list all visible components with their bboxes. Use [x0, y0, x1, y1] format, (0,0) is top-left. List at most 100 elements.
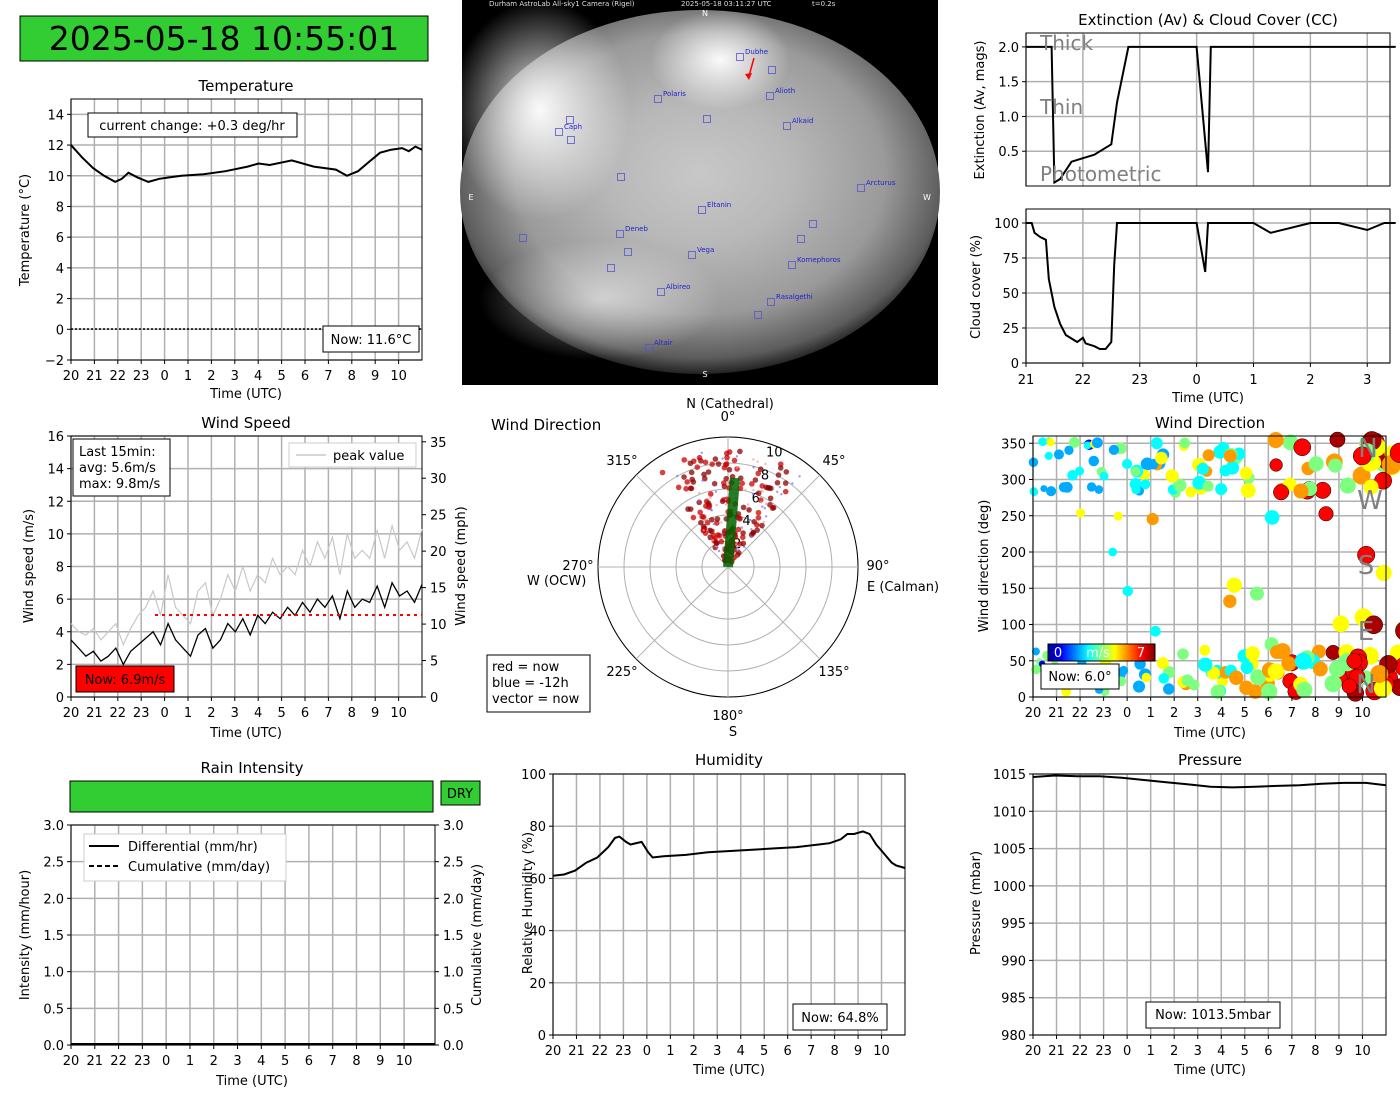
rain-legend-differential: Differential (mm/hr): [128, 840, 258, 855]
polar-point: [753, 522, 760, 528]
wind-direction-point: [1332, 615, 1350, 633]
y-tick-label: 0: [56, 323, 64, 338]
polar-point: [755, 490, 762, 497]
x-tick-label: 21: [1048, 706, 1065, 721]
wind-direction-point: [1249, 586, 1264, 601]
cloud-cover-ylabel: Cloud cover (%): [969, 235, 984, 339]
polar-point: [701, 471, 707, 478]
y-tick-label: 3.0: [43, 819, 64, 834]
polar-point: [734, 543, 738, 546]
rain-ylabel: Intensity (mm/hour): [18, 870, 33, 1000]
wind-direction-point: [1185, 486, 1197, 498]
polar-point: [698, 519, 704, 526]
humidity-ylabel: Relative Humidity (%): [521, 832, 536, 974]
y-tick-label: 0.5: [998, 145, 1019, 160]
polar-point: [734, 466, 740, 472]
wind-direction-point: [1247, 684, 1263, 699]
y-tick-label: 12: [47, 139, 64, 154]
pressure-now-label: Now: 1013.5mbar: [1155, 1008, 1271, 1023]
polar-point: [701, 479, 704, 482]
wind-speed-stats-line-3: max: 9.8m/s: [79, 477, 161, 492]
x-tick-label: 22: [1075, 373, 1092, 388]
y-tick-label: 2.0: [998, 41, 1019, 56]
x-tick-label: 7: [324, 369, 332, 384]
wind-direction-point: [1329, 431, 1346, 448]
x-tick-label: 7: [807, 1044, 815, 1059]
wind-direction-point: [1250, 669, 1266, 686]
wind-direction-point: [1269, 458, 1283, 472]
wind-direction-point: [1045, 486, 1057, 497]
x-tick-label: 1: [666, 1044, 674, 1059]
y-tick-label: 20: [529, 977, 546, 992]
wind-direction-point: [1308, 456, 1324, 472]
x-tick-label: 5: [760, 1044, 768, 1059]
sky-star-marker: [768, 66, 776, 74]
wind-direction-point: [1223, 594, 1237, 608]
y-tick-label: 0: [538, 1029, 546, 1044]
x-tick-label: 3: [1363, 373, 1371, 388]
polar-point: [763, 507, 767, 510]
polar-point: [700, 451, 704, 454]
y-tick-label: 12: [47, 495, 64, 510]
x-tick-label: 20: [1025, 706, 1042, 721]
wind-direction-point: [1088, 455, 1100, 467]
x-tick-label: 20: [63, 1054, 80, 1069]
x-tick-label: 6: [305, 1054, 313, 1069]
x-tick-label: 4: [257, 1054, 265, 1069]
polar-point: [752, 477, 759, 483]
wind-direction-point: [1158, 673, 1170, 684]
sky-pointer-arrowhead: [745, 73, 752, 80]
sky-star-marker: [616, 230, 624, 238]
wind-speed-legend-label: peak value: [333, 449, 404, 464]
wind-direction-compass-n-bottom: N: [1356, 670, 1375, 700]
x-tick-label: 20: [63, 369, 80, 384]
x-tick-label: 9: [1335, 706, 1343, 721]
polar-point: [675, 484, 682, 491]
polar-point: [685, 506, 691, 512]
humidity-series-line: [552, 830, 906, 877]
polar-point: [740, 526, 744, 529]
polar-point: [770, 504, 777, 511]
polar-angle-0: 0°: [721, 410, 736, 425]
extinction-band-thick: Thick: [1039, 31, 1093, 55]
wind-direction-point: [1261, 683, 1278, 700]
polar-point: [712, 456, 719, 462]
extinction-chart: Extinction (Av) & Cloud Cover (CC) 0.5 1.…: [973, 11, 1396, 187]
humidity-now-box: [792, 1003, 888, 1031]
x-tick-label: 5: [1241, 1044, 1249, 1059]
y-tick-label: 300: [1001, 474, 1026, 489]
sky-pointer-arrow: [748, 57, 755, 77]
x-tick-label: 20: [1025, 1044, 1042, 1059]
wind-direction-point: [1141, 672, 1152, 683]
sky-camera-image: Durham AstroLab All-sky1 Camera (Rigel) …: [450, 0, 940, 385]
wind-direction-point: [1031, 664, 1042, 675]
temperature-annotation: current change: +0.3 deg/hr: [99, 119, 285, 134]
extinction-band-thin: Thin: [1039, 95, 1083, 119]
y-tick-label: 35: [430, 436, 447, 451]
polar-point: [690, 514, 697, 521]
clock-box: [19, 15, 429, 62]
polar-point: [717, 549, 721, 553]
wind-speed-title: Wind Speed: [201, 414, 291, 432]
polar-point: [699, 513, 705, 520]
polar-point: [712, 522, 716, 526]
wind-direction-point: [1122, 585, 1134, 597]
wind-direction-point: [1293, 483, 1309, 499]
wind-direction-point: [1108, 547, 1118, 557]
x-tick-label: 6: [301, 706, 309, 721]
x-tick-label: 21: [86, 369, 103, 384]
polar-angle-135: 135°: [818, 665, 849, 680]
x-tick-label: 3: [713, 1044, 721, 1059]
polar-point: [774, 479, 781, 486]
x-tick-label: 5: [281, 1054, 289, 1069]
polar-point: [755, 514, 762, 521]
y-tick-label: 3.0: [443, 819, 464, 834]
sky-star-marker: [857, 184, 865, 192]
x-tick-label: 7: [329, 1054, 337, 1069]
wind-direction-point: [1076, 508, 1086, 518]
wind-direction-point: [1339, 477, 1356, 494]
y-tick-label: 8: [56, 200, 64, 215]
wind-direction-point: [1269, 645, 1284, 660]
polar-point: [698, 491, 701, 495]
